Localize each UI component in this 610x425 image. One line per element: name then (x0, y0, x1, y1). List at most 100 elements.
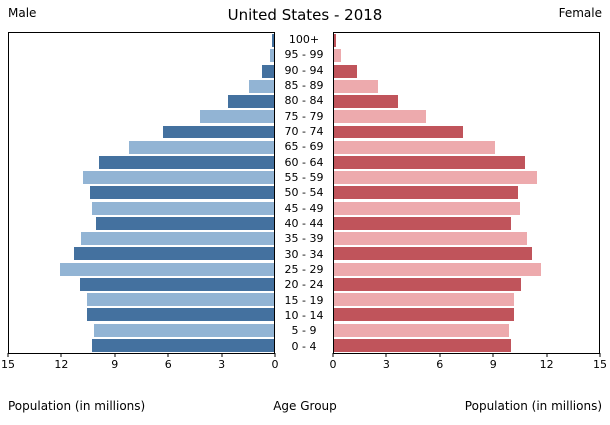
male-bar-row (9, 246, 274, 261)
male-bar-row (9, 201, 274, 216)
male-axis-caption: Population (in millions) (8, 399, 146, 413)
axis-tick-mark (114, 353, 116, 357)
female-bar (334, 216, 511, 230)
axis-tick-label: 15 (1, 358, 15, 371)
female-bar (334, 201, 520, 215)
female-bar-row (334, 322, 599, 337)
age-group-label: 100+ (288, 33, 320, 47)
male-bar (99, 156, 274, 169)
male-bar-row (9, 155, 274, 170)
female-bar (334, 64, 357, 78)
female-bar-row (334, 109, 599, 124)
female-bar-row (334, 155, 599, 170)
age-group-label: 25 - 29 (284, 263, 324, 277)
age-group-label: 95 - 99 (284, 48, 324, 62)
age-group-label: 85 - 89 (284, 79, 324, 93)
male-bar (74, 247, 274, 261)
female-bars-area (334, 33, 599, 353)
axis-tick-mark (7, 353, 9, 357)
male-bar-row (9, 94, 274, 109)
age-group-label: 55 - 59 (284, 171, 324, 185)
male-bar-row (9, 338, 274, 353)
axis-tick-label: 6 (164, 358, 172, 371)
axis-tick-mark (385, 353, 387, 357)
male-bar (60, 262, 274, 276)
male-bar-row (9, 231, 274, 246)
age-group-label: 5 - 9 (291, 324, 317, 338)
age-group-label: 15 - 19 (284, 293, 324, 307)
pyramid-body: 15 12 9 6 3 0 100+ 95 - 99 90 - 94 85 - 89 80 - 8… (1, 32, 607, 371)
axis-tick-label: 3 (218, 358, 226, 371)
female-bar (334, 277, 522, 291)
female-bar-row (334, 63, 599, 78)
male-bar (95, 216, 274, 230)
age-group-label: 10 - 14 (284, 309, 324, 323)
axis-tick-mark (439, 353, 441, 357)
age-group-labels: 100+ 95 - 99 90 - 94 85 - 89 80 - 84 75 - 79 7… (275, 32, 333, 354)
male-bar-row (9, 140, 274, 155)
female-panel: 0 3 6 9 12 15 (330, 32, 607, 371)
age-group-label: 50 - 54 (284, 186, 324, 200)
male-bar (83, 171, 274, 185)
age-group-label: 30 - 34 (284, 247, 324, 261)
male-bar (81, 232, 274, 246)
male-bar (199, 110, 274, 124)
male-bar-row (9, 307, 274, 322)
female-bar-row (334, 262, 599, 277)
axis-tick-label: 6 (436, 358, 444, 371)
male-bar-row (9, 33, 274, 48)
male-bar (162, 125, 274, 139)
age-group-label: 70 - 74 (284, 125, 324, 139)
male-bar-row (9, 277, 274, 292)
age-group-label: 0 - 4 (291, 339, 317, 353)
age-group-label: 60 - 64 (284, 155, 324, 169)
male-bar-row (9, 48, 274, 63)
age-group-label: 80 - 84 (284, 94, 324, 108)
male-bar (90, 186, 274, 200)
male-bar-row (9, 292, 274, 307)
male-bar (86, 308, 274, 322)
female-bar-row (334, 307, 599, 322)
male-bar (92, 201, 274, 215)
male-bar-row (9, 322, 274, 337)
male-header-label: Male (8, 6, 37, 20)
female-bar-row (334, 48, 599, 63)
age-group-label: 75 - 79 (284, 109, 324, 123)
chart-title: United States - 2018 (227, 6, 383, 24)
female-bar-row (334, 338, 599, 353)
male-bar (249, 79, 274, 93)
male-bar-row (9, 63, 274, 78)
male-bar (261, 64, 274, 78)
male-bar (272, 34, 274, 48)
female-bar (334, 247, 532, 261)
male-bar-row (9, 216, 274, 231)
female-bar (334, 186, 518, 200)
female-bar (334, 232, 527, 246)
female-bar (334, 125, 463, 139)
female-bar-row (334, 277, 599, 292)
female-bar (334, 79, 379, 93)
female-bar-row (334, 170, 599, 185)
female-bar (334, 140, 495, 154)
age-group-label: 90 - 94 (284, 63, 324, 77)
age-group-label: 35 - 39 (284, 232, 324, 246)
female-axis-ticks: 0 3 6 9 12 15 (330, 353, 607, 371)
axis-tick-mark (274, 353, 276, 357)
male-bars-area (9, 33, 274, 353)
female-bar (334, 308, 515, 322)
female-bar-row (334, 231, 599, 246)
female-bar (334, 171, 538, 185)
female-bar-row (334, 33, 599, 48)
male-bar-row (9, 185, 274, 200)
axis-tick-label: 12 (539, 358, 554, 371)
axis-captions: Population (in millions) Age Group Popul… (8, 399, 602, 413)
axis-tick-label: 9 (489, 358, 497, 371)
age-group-label: 20 - 24 (284, 278, 324, 292)
axis-tick-label: 3 (382, 358, 390, 371)
axis-tick-label: 9 (111, 358, 119, 371)
male-bar-row (9, 262, 274, 277)
male-panel: 15 12 9 6 3 0 (1, 32, 279, 371)
female-bar-row (334, 124, 599, 139)
female-bar-row (334, 140, 599, 155)
